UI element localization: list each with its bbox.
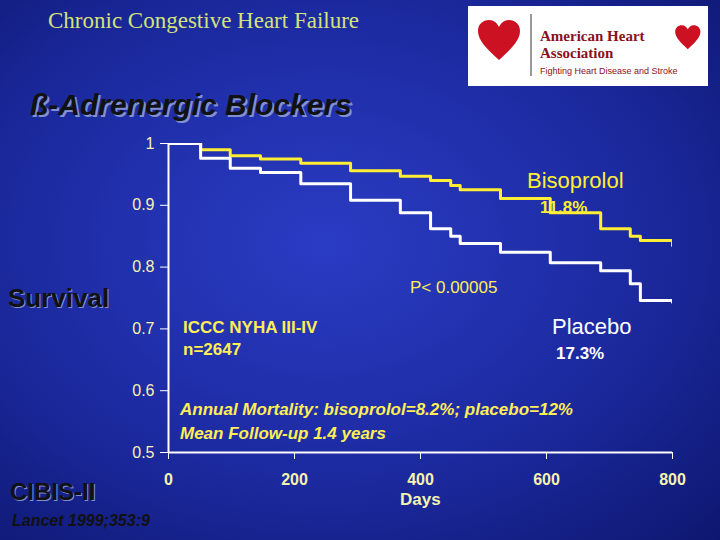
html-text:Fighting Heart Disease and Str: Fighting Heart Disease and Stroke	[540, 66, 678, 76]
svg-text:0.5: 0.5	[132, 444, 154, 461]
html-text:Placebo: Placebo	[552, 314, 632, 339]
html-text:ICCC NYHA III-IV: ICCC NYHA III-IV	[183, 318, 318, 337]
html-text:Survival: Survival	[8, 283, 110, 313]
html-text:Days: Days	[400, 490, 441, 509]
svg-text:400: 400	[407, 471, 434, 488]
html-text:n=2647: n=2647	[183, 340, 242, 359]
html-text:Chronic Congestive Heart Failu: Chronic Congestive Heart Failure	[48, 8, 360, 33]
svg-text:200: 200	[281, 471, 308, 488]
html-text:Bisoprolol: Bisoprolol	[527, 168, 624, 193]
svg-text:800: 800	[659, 471, 686, 488]
svg-text:0.9: 0.9	[132, 196, 154, 213]
html-text:Lancet 1999;353:9: Lancet 1999;353:9	[12, 512, 150, 529]
html-text:P< 0.00005: P< 0.00005	[410, 278, 498, 297]
svg-text:0.6: 0.6	[132, 382, 154, 399]
html-text:Annual Mortality: bisoprolol=8: Annual Mortality: bisoprolol=8.2%; place…	[180, 400, 573, 419]
html-text:17.3%: 17.3%	[556, 344, 605, 363]
svg-text:0.7: 0.7	[132, 320, 154, 337]
html-text:American Heart Association: American Heart Association	[540, 28, 645, 61]
html-text:11.8%: 11.8%	[540, 198, 588, 217]
html-text:CIBIS-II: CIBIS-II	[10, 478, 96, 505]
svg-text:0.8: 0.8	[132, 258, 154, 275]
svg-text:1: 1	[146, 135, 155, 152]
svg-text:0: 0	[164, 471, 173, 488]
svg-text:600: 600	[533, 471, 560, 488]
html-text:ß-Adrenergic Blockers: ß-Adrenergic Blockers	[30, 88, 352, 121]
html-text:Mean Follow-up 1.4 years: Mean Follow-up 1.4 years	[180, 424, 386, 443]
